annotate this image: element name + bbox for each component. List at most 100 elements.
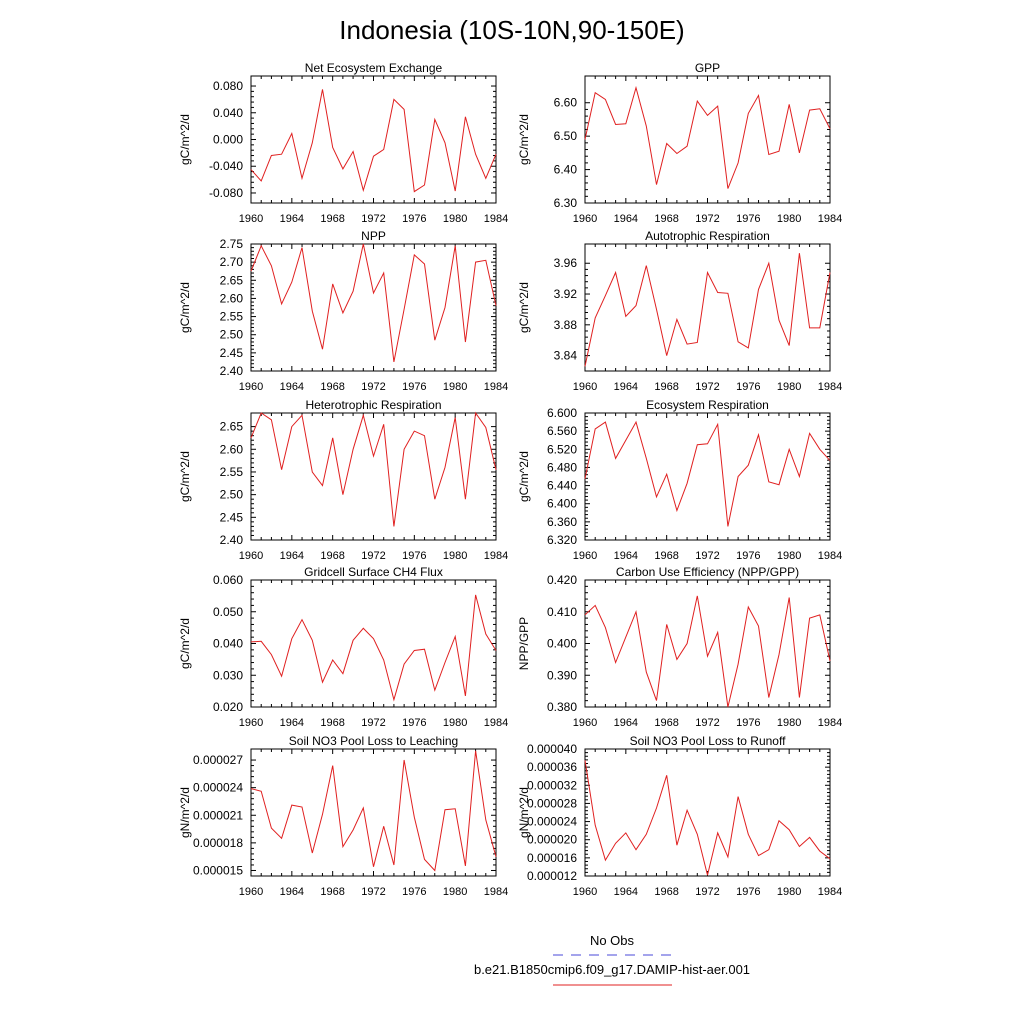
y-tick-label: 2.50	[220, 328, 244, 342]
x-tick-label: 1980	[443, 886, 467, 898]
y-tick-label: 0.000040	[527, 742, 577, 756]
x-tick-label: 1984	[484, 213, 508, 225]
x-tick-label: 1972	[695, 550, 719, 562]
plot-frame	[250, 75, 497, 204]
x-tick-label: 1976	[736, 381, 760, 393]
x-tick-label: 1968	[654, 381, 678, 393]
y-tick-label: 6.600	[547, 406, 577, 420]
y-tick-label: 2.65	[220, 273, 244, 287]
x-tick-label: 1964	[280, 213, 304, 225]
x-tick-label: 1980	[777, 717, 801, 729]
x-tick-label: 1984	[484, 550, 508, 562]
x-tick-label: 1976	[736, 886, 760, 898]
x-tick-label: 1976	[736, 717, 760, 729]
x-tick-label: 1968	[320, 381, 344, 393]
x-tick-label: 1960	[239, 381, 263, 393]
y-tick-label: -0.080	[209, 186, 243, 200]
plot-frame	[250, 579, 497, 708]
x-tick-label: 1976	[402, 381, 426, 393]
x-tick-label: 1984	[484, 717, 508, 729]
panels: Net Ecosystem Exchange 1960 1964 1968 1972 19…	[178, 61, 842, 898]
y-tick-label: 6.360	[547, 515, 577, 529]
y-tick-label: 6.40	[554, 163, 578, 177]
y-axis-label: NPP/GPP	[517, 617, 531, 670]
y-tick-label: 6.60	[554, 96, 578, 110]
chart-title: Carbon Use Efficiency (NPP/GPP)	[616, 565, 799, 579]
x-tick-label: 1960	[239, 717, 263, 729]
y-tick-label: 0.390	[547, 668, 577, 682]
y-tick-label: 0.040	[213, 106, 243, 120]
x-tick-label: 1964	[280, 550, 304, 562]
x-tick-label: 1968	[654, 886, 678, 898]
y-tick-label: 6.560	[547, 424, 577, 438]
y-tick-label: 0.000012	[527, 869, 577, 883]
y-tick-label: 0.410	[547, 605, 577, 619]
x-tick-label: 1964	[280, 381, 304, 393]
chart-panel-2: GPP 1960 1964 1968 1972 1976 1980 1984 6.30 6.40 6…	[517, 61, 842, 225]
legend-obs-label: No Obs	[590, 933, 635, 948]
chart-panel-4: Autotrophic Respiration 1960 1964 1968 1972 1…	[517, 229, 842, 393]
y-tick-label: 0.040	[213, 637, 243, 651]
y-axis-label: gN/m^2/d	[517, 787, 531, 838]
series-line	[584, 595, 831, 708]
chart-title: Net Ecosystem Exchange	[305, 61, 443, 75]
chart-title: GPP	[695, 61, 720, 75]
y-tick-label: 3.92	[554, 287, 578, 301]
series-line	[250, 594, 497, 702]
y-tick-label: 6.480	[547, 460, 577, 474]
chart-title: Soil NO3 Pool Loss to Runoff	[630, 734, 787, 748]
chart-title: Ecosystem Respiration	[646, 398, 769, 412]
x-tick-label: 1960	[573, 886, 597, 898]
x-tick-label: 1972	[695, 717, 719, 729]
x-tick-label: 1980	[443, 381, 467, 393]
y-tick-label: 2.60	[220, 442, 244, 456]
y-tick-label: 0.000036	[527, 760, 577, 774]
x-tick-label: 1964	[614, 717, 638, 729]
series-line	[584, 760, 831, 876]
series-line	[250, 750, 497, 872]
y-tick-label: 2.70	[220, 255, 244, 269]
x-tick-label: 1984	[484, 886, 508, 898]
chart-panel-8: Carbon Use Efficiency (NPP/GPP) 1960 1964 1…	[517, 565, 842, 729]
y-tick-label: 0.060	[213, 573, 243, 587]
figure-title: Indonesia (10S-10N,90-150E)	[339, 15, 684, 45]
y-tick-label: 0.030	[213, 668, 243, 682]
series-line	[250, 89, 497, 193]
plot-frame	[584, 75, 831, 204]
x-tick-label: 1972	[695, 381, 719, 393]
x-tick-label: 1972	[695, 886, 719, 898]
legend: No Obs b.e21.B1850cmip6.f09_g17.DAMIP-hi…	[474, 933, 750, 986]
y-tick-label: 0.000024	[527, 815, 577, 829]
chart-panel-9: Soil NO3 Pool Loss to Leaching 1960 1964 19…	[178, 734, 508, 898]
x-tick-label: 1980	[777, 550, 801, 562]
series-line	[584, 253, 831, 367]
y-axis-label: gN/m^2/d	[178, 787, 192, 838]
x-tick-label: 1976	[736, 213, 760, 225]
chart-panel-1: Net Ecosystem Exchange 1960 1964 1968 1972 19…	[178, 61, 508, 225]
y-tick-label: 0.420	[547, 573, 577, 587]
series-line	[250, 243, 497, 362]
x-tick-label: 1960	[239, 550, 263, 562]
x-tick-label: 1960	[573, 381, 597, 393]
y-tick-label: 6.520	[547, 442, 577, 456]
x-tick-label: 1972	[695, 213, 719, 225]
x-tick-label: 1960	[239, 213, 263, 225]
x-tick-label: 1980	[443, 550, 467, 562]
plot-frame	[250, 748, 497, 877]
x-tick-label: 1964	[280, 886, 304, 898]
y-tick-label: 6.400	[547, 497, 577, 511]
x-tick-label: 1968	[654, 550, 678, 562]
x-tick-label: 1980	[443, 213, 467, 225]
y-tick-label: 0.080	[213, 79, 243, 93]
chart-title: NPP	[361, 229, 386, 243]
chart-title: Soil NO3 Pool Loss to Leaching	[289, 734, 458, 748]
x-tick-label: 1968	[654, 213, 678, 225]
y-tick-label: 2.65	[220, 420, 244, 434]
x-tick-label: 1980	[777, 381, 801, 393]
y-tick-label: 0.000021	[193, 808, 243, 822]
x-tick-label: 1976	[402, 550, 426, 562]
chart-panel-10: Soil NO3 Pool Loss to Runoff 1960 1964 1968…	[517, 734, 842, 898]
x-tick-label: 1980	[443, 717, 467, 729]
chart-panel-5: Heterotrophic Respiration 1960 1964 1968 197…	[178, 398, 508, 562]
